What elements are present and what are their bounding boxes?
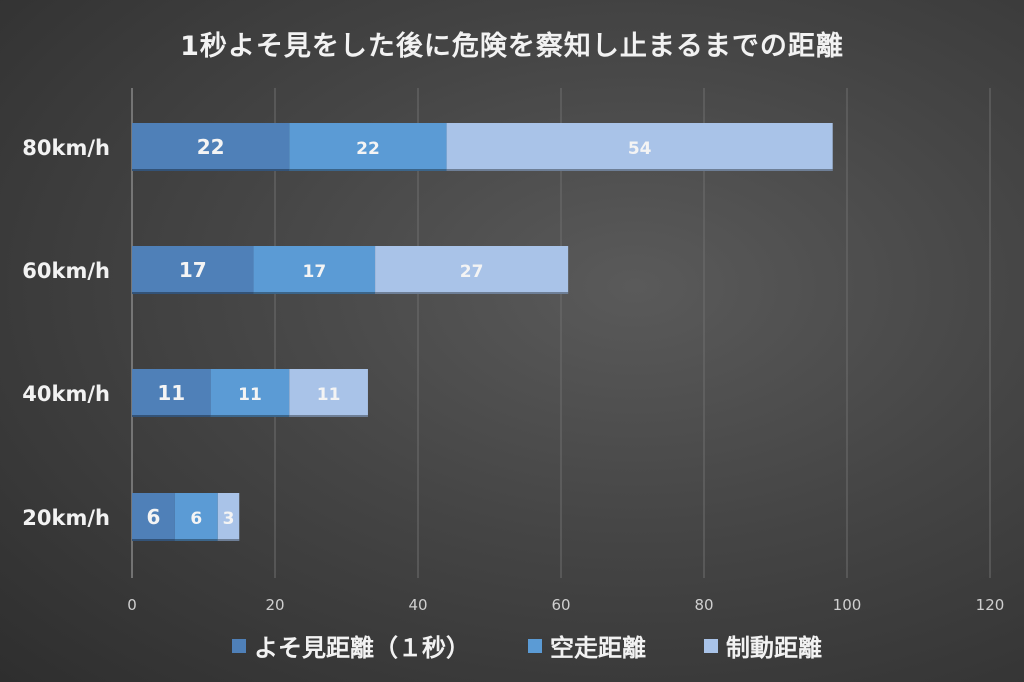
bar-segment-shadow xyxy=(174,539,218,541)
bar-segment-shadow xyxy=(210,415,290,417)
legend-label: 空走距離 xyxy=(550,634,646,662)
data-label: 11 xyxy=(157,381,185,405)
data-label: 6 xyxy=(146,505,160,529)
bar-segment-shadow xyxy=(132,169,290,171)
category-label: 80km/h xyxy=(22,136,110,160)
category-label: 40km/h xyxy=(22,382,110,406)
bar-segment xyxy=(132,246,254,294)
data-label: 6 xyxy=(190,509,202,529)
data-label: 17 xyxy=(179,258,207,282)
legend-item: 空走距離 xyxy=(528,628,646,663)
x-tick-label: 20 xyxy=(265,596,284,614)
legend: よそ見距離（１秒） 空走距離 制動距離 xyxy=(0,628,1024,663)
bar-segment-shadow xyxy=(289,415,368,417)
category-label: 20km/h xyxy=(22,506,110,530)
bar-segment xyxy=(289,369,368,417)
legend-label: 制動距離 xyxy=(726,634,822,662)
bar-segment-shadow xyxy=(289,169,447,171)
category-label: 60km/h xyxy=(22,259,110,283)
bar-segment xyxy=(132,123,290,171)
bar-segment-shadow xyxy=(375,292,569,294)
data-label: 11 xyxy=(317,385,341,405)
data-label: 22 xyxy=(197,135,225,159)
x-tick-label: 120 xyxy=(976,596,1005,614)
bar-segment-shadow xyxy=(132,415,211,417)
bar-segment-shadow xyxy=(217,539,240,541)
chart-title: 1秒よそ見をした後に危険を察知し止まるまでの距離 xyxy=(180,31,844,62)
x-tick-label: 40 xyxy=(408,596,427,614)
bar-segment-shadow xyxy=(446,169,833,171)
legend-item: 制動距離 xyxy=(704,628,822,663)
bar-segment xyxy=(253,246,376,294)
legend-label: よそ見距離（１秒） xyxy=(254,634,470,662)
bar-segment xyxy=(210,369,290,417)
data-label: 17 xyxy=(302,262,326,282)
bar-segment xyxy=(174,493,218,541)
legend-swatch xyxy=(232,638,246,653)
data-label: 27 xyxy=(460,262,484,282)
bar-segment xyxy=(446,123,833,171)
x-tick-label: 0 xyxy=(127,596,137,614)
legend-item: よそ見距離（１秒） xyxy=(232,628,470,663)
bar-segment xyxy=(375,246,569,294)
bar-segment xyxy=(132,493,175,541)
x-tick-label: 80 xyxy=(694,596,713,614)
x-tick-label: 100 xyxy=(833,596,862,614)
bar-segment xyxy=(289,123,447,171)
bar-segment-shadow xyxy=(132,292,254,294)
legend-swatch xyxy=(704,638,718,653)
bar-segment-shadow xyxy=(253,292,376,294)
x-tick-label: 60 xyxy=(551,596,570,614)
bar-segment xyxy=(132,369,211,417)
data-label: 11 xyxy=(238,385,262,405)
data-label: 22 xyxy=(356,139,380,159)
data-label: 54 xyxy=(628,139,652,159)
legend-swatch xyxy=(528,638,542,653)
bar-segment xyxy=(217,493,240,541)
bar-segment-shadow xyxy=(132,539,175,541)
data-label: 3 xyxy=(223,509,235,529)
